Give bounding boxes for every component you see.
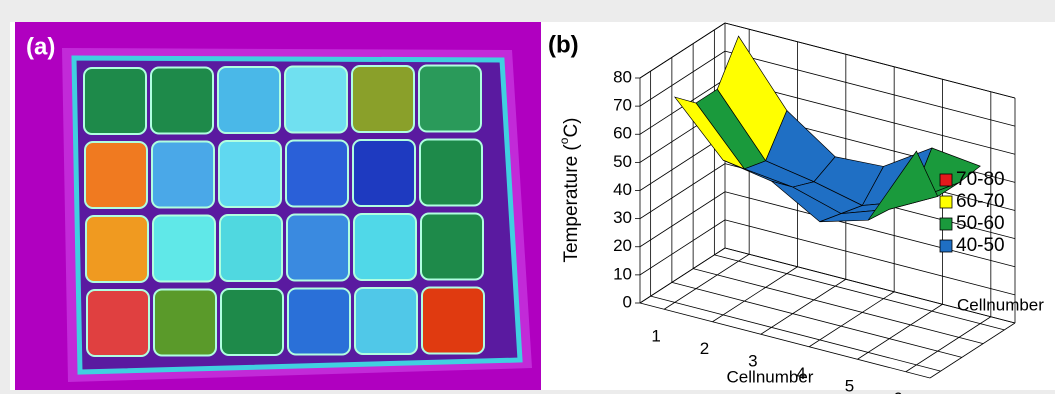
- legend-swatch: [940, 174, 952, 186]
- legend-label: 40-50: [956, 235, 1005, 256]
- thermal-cell: [151, 68, 213, 134]
- y-axis-label-part: Temperature (: [561, 144, 582, 263]
- thermal-cell: [419, 66, 481, 132]
- panel-label: (b): [548, 31, 579, 58]
- thermal-cell: [421, 214, 483, 280]
- panel-label: (a): [26, 33, 55, 60]
- legend-swatch: [940, 218, 952, 230]
- y-tick-label: 10: [613, 264, 632, 283]
- thermal-cell: [288, 289, 350, 355]
- thermal-cell: [84, 68, 146, 134]
- legend-swatch: [940, 196, 952, 208]
- x-axis-label: Cellnumber: [727, 367, 814, 386]
- thermal-cell: [86, 216, 148, 282]
- x-tick-label: 6: [893, 389, 902, 394]
- depth-axis-label: Cellnumber: [957, 295, 1044, 314]
- thermal-cell: [87, 290, 149, 356]
- legend-label: 60-70: [956, 191, 1005, 212]
- y-tick-label: 30: [613, 208, 632, 227]
- thermal-cell: [219, 141, 281, 207]
- legend-swatch: [940, 240, 952, 252]
- thermal-cell: [422, 288, 484, 354]
- x-tick-label: 5: [845, 377, 854, 394]
- thermal-cell: [154, 290, 216, 356]
- y-axis-label-part: C): [561, 117, 582, 137]
- thermal-cell: [152, 142, 214, 208]
- thermal-cell: [352, 66, 414, 132]
- y-tick-label: 50: [613, 152, 632, 171]
- x-tick-label: 2: [700, 339, 709, 358]
- thermal-cell: [221, 289, 283, 355]
- thermal-cell: [220, 215, 282, 281]
- legend-label: 50-60: [956, 213, 1005, 234]
- legend-label: 70-80: [956, 169, 1005, 190]
- thermal-cell: [287, 215, 349, 281]
- thermal-cell: [354, 214, 416, 280]
- y-tick-label: 40: [613, 180, 632, 199]
- y-tick-label: 80: [613, 67, 632, 86]
- thermal-cell: [420, 140, 482, 206]
- thermal-cell: [218, 67, 280, 133]
- thermal-cell: [286, 141, 348, 207]
- thermal-cell: [285, 67, 347, 133]
- figure: (a) (b) 01020304050607080123456Temperatu…: [0, 0, 1055, 394]
- thermal-cell: [355, 288, 417, 354]
- y-tick-label: 60: [613, 124, 632, 143]
- y-tick-label: 20: [613, 236, 632, 255]
- thermal-image: [15, 22, 541, 390]
- thermal-cell: [353, 140, 415, 206]
- thermal-cell: [85, 142, 147, 208]
- x-tick-label: 1: [651, 327, 660, 346]
- thermal-cell: [153, 216, 215, 282]
- y-tick-label: 0: [623, 292, 632, 311]
- figure-svg: (a) (b) 01020304050607080123456Temperatu…: [0, 0, 1055, 394]
- y-tick-label: 70: [613, 96, 632, 115]
